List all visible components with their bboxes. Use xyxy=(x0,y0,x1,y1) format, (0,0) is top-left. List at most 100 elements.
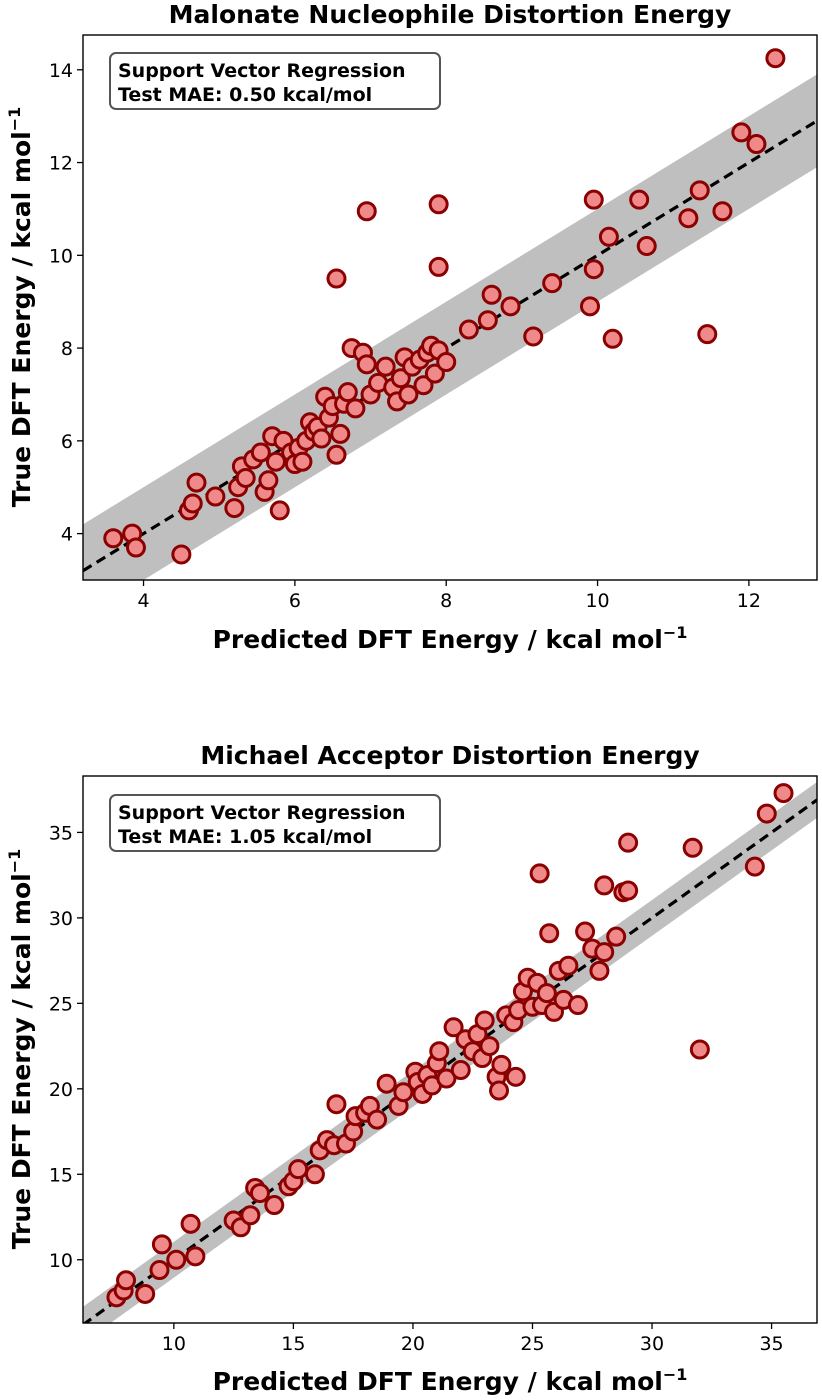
x-axis-label: Predicted DFT Energy / kcal mol−1 xyxy=(213,623,688,654)
y-axis-label: True DFT Energy / kcal mol−1 xyxy=(5,107,36,508)
data-point xyxy=(149,1260,170,1281)
chart-title: Malonate Nucleophile Distortion Energy xyxy=(169,0,732,29)
data-point xyxy=(398,384,419,405)
data-point xyxy=(697,324,718,345)
data-point xyxy=(171,544,192,565)
data-point xyxy=(428,256,449,277)
data-point xyxy=(731,122,752,143)
data-point xyxy=(689,180,710,201)
annotation-mae: Test MAE: 1.05 kcal/mol xyxy=(118,826,372,848)
data-point xyxy=(773,783,794,804)
x-tick-label: 10 xyxy=(585,590,609,612)
data-point xyxy=(265,451,286,472)
annotation-mae: Test MAE: 0.50 kcal/mol xyxy=(118,84,372,106)
data-point xyxy=(356,354,377,375)
y-tick-label: 8 xyxy=(61,338,73,360)
data-point xyxy=(598,226,619,247)
y-tick-label: 14 xyxy=(49,60,73,82)
data-point xyxy=(375,356,396,377)
data-point xyxy=(575,921,596,942)
data-point xyxy=(539,923,560,944)
data-point xyxy=(505,1066,526,1087)
y-tick-label: 30 xyxy=(49,908,73,930)
data-point xyxy=(479,1036,500,1057)
x-tick-label: 8 xyxy=(440,590,452,612)
data-point xyxy=(765,48,786,69)
annotation-box: Support Vector Regression Test MAE: 1.05… xyxy=(109,794,441,852)
y-tick-label: 25 xyxy=(49,993,73,1015)
data-point xyxy=(689,1039,710,1060)
data-point xyxy=(326,444,347,465)
data-point xyxy=(450,1060,471,1081)
data-point xyxy=(618,832,639,853)
data-point xyxy=(500,296,521,317)
plot-content xyxy=(83,781,817,1323)
annotation-model: Support Vector Regression xyxy=(118,60,406,82)
y-tick-label: 20 xyxy=(49,1079,73,1101)
x-axis-label: Predicted DFT Energy / kcal mol−1 xyxy=(213,1365,688,1396)
data-point xyxy=(250,442,271,463)
data-point xyxy=(523,326,544,347)
annotation-model: Support Vector Regression xyxy=(118,802,406,824)
data-point xyxy=(712,201,733,222)
data-point xyxy=(264,1195,285,1216)
data-point xyxy=(589,960,610,981)
parity-line xyxy=(83,798,817,1323)
data-point xyxy=(205,486,226,507)
data-point xyxy=(125,537,146,558)
data-point xyxy=(326,268,347,289)
data-point xyxy=(436,1068,457,1089)
data-point xyxy=(606,926,627,947)
error-band xyxy=(83,74,817,580)
x-tick-label: 35 xyxy=(759,1333,783,1355)
y-tick-label: 15 xyxy=(49,1164,73,1186)
data-point xyxy=(330,423,351,444)
data-point xyxy=(594,875,615,896)
data-point xyxy=(744,856,765,877)
x-tick-label: 6 xyxy=(289,590,301,612)
data-point xyxy=(756,803,777,824)
data-point xyxy=(269,500,290,521)
x-tick-label: 12 xyxy=(737,590,761,612)
data-point xyxy=(474,1010,495,1031)
data-point xyxy=(180,1213,201,1234)
data-point xyxy=(240,1205,261,1226)
plot-area: 4 6 8 10 12 4 6 8 10 12 14 xyxy=(49,34,818,612)
chart-title: Michael Acceptor Distortion Energy xyxy=(200,741,699,770)
data-point xyxy=(529,863,550,884)
plot-content xyxy=(83,48,817,580)
data-point xyxy=(678,208,699,229)
data-point xyxy=(542,273,563,294)
y-tick-label: 4 xyxy=(61,524,73,546)
data-point xyxy=(491,1054,512,1075)
data-point xyxy=(367,1109,388,1130)
data-point xyxy=(186,472,207,493)
y-tick-label: 35 xyxy=(49,822,73,844)
data-point xyxy=(594,942,615,963)
data-point xyxy=(151,1234,172,1255)
x-tick-label: 4 xyxy=(137,590,149,612)
data-point xyxy=(579,296,600,317)
plot-frame xyxy=(82,34,818,581)
data-point xyxy=(224,498,245,519)
plot-area: 10 15 20 25 30 35 10 15 20 25 30 35 xyxy=(49,775,818,1355)
data-point xyxy=(489,1080,510,1101)
data-point xyxy=(182,493,203,514)
data-point xyxy=(326,1094,347,1115)
data-point xyxy=(429,1041,450,1062)
plot-frame xyxy=(82,775,818,1324)
annotation-box: Support Vector Regression Test MAE: 0.50… xyxy=(109,52,441,110)
data-point xyxy=(618,880,639,901)
data-point xyxy=(103,528,124,549)
data-point xyxy=(583,189,604,210)
y-tick-label: 10 xyxy=(49,1250,73,1272)
data-point xyxy=(292,451,313,472)
chart-panel-michael-acceptor: Michael Acceptor Distortion Energy 10 15 2… xyxy=(5,741,818,1396)
data-point xyxy=(311,428,332,449)
data-point xyxy=(135,1283,156,1304)
data-point xyxy=(602,328,623,349)
data-point xyxy=(536,983,557,1004)
data-point xyxy=(477,310,498,331)
data-point xyxy=(166,1249,187,1270)
data-point xyxy=(481,284,502,305)
